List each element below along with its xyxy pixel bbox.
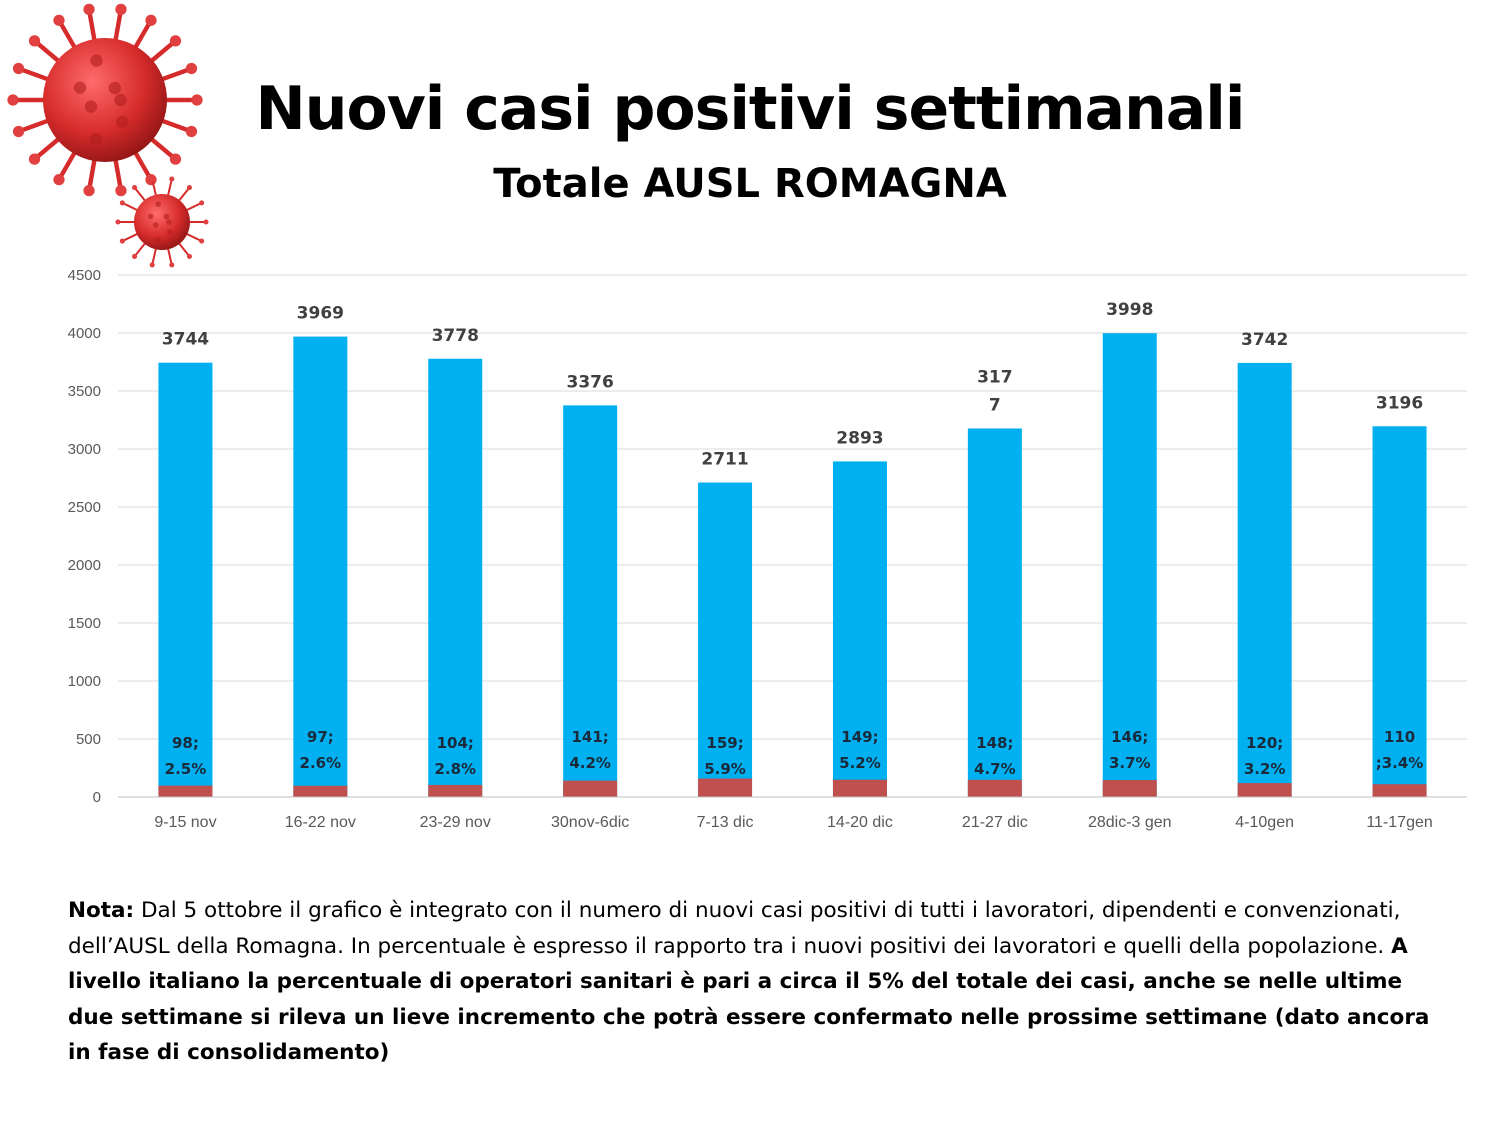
y-tick-label: 500 xyxy=(76,731,101,748)
data-label-total: 3969 xyxy=(297,304,344,324)
data-label-workers: 110 xyxy=(1384,728,1415,746)
data-label-workers: 146; xyxy=(1111,728,1148,746)
bar-total xyxy=(1237,362,1292,797)
y-axis: 0 500 1000 1500 2000 2500 3000 3500 4000 4500 xyxy=(68,267,101,806)
bar-workers xyxy=(1237,783,1292,797)
y-tick-label: 3500 xyxy=(68,383,101,400)
data-label-workers: 3.2% xyxy=(1244,760,1286,778)
y-tick-label: 1500 xyxy=(68,615,101,632)
data-label-workers: 2.5% xyxy=(165,760,207,778)
data-label-total: 3742 xyxy=(1241,330,1288,350)
x-tick-label: 16-22 nov xyxy=(285,814,356,831)
chart-title: Nuovi casi positivi settimanali xyxy=(255,74,1246,144)
bar-total xyxy=(563,405,618,797)
data-label-workers: ;3.4% xyxy=(1376,754,1424,772)
y-tick-label: 3000 xyxy=(68,441,101,458)
bar-workers xyxy=(293,785,348,797)
data-label-workers: 2.6% xyxy=(300,754,342,772)
y-tick-label: 0 xyxy=(93,789,101,806)
data-label-workers: 149; xyxy=(841,728,878,746)
data-label-workers: 98; xyxy=(172,734,199,752)
x-tick-label: 23-29 nov xyxy=(420,814,491,831)
bar-total xyxy=(967,428,1022,797)
bar-workers xyxy=(698,778,753,797)
note-emphasis: A livello italiano la percentuale di ope… xyxy=(68,933,1430,1066)
virus-icon-small xyxy=(115,176,209,268)
x-axis: 9-15 nov 16-22 nov 23-29 nov 30nov-6dic 7-13… xyxy=(118,796,1467,831)
data-label-workers: 2.8% xyxy=(434,760,476,778)
x-tick-label: 14-20 dic xyxy=(827,814,893,831)
bar-workers xyxy=(967,779,1022,797)
data-label-total: 3998 xyxy=(1106,300,1153,320)
data-label-workers: 120; xyxy=(1246,734,1283,752)
bar-total xyxy=(698,482,753,797)
chart-subtitle: Totale AUSL ROMAGNA xyxy=(493,161,1007,207)
data-label-total: 3376 xyxy=(566,372,613,392)
data-labels: 3744 98; 2.5% 3969 97; 2.6% 3778 104; 2.8% 3376 14… xyxy=(162,300,1424,778)
bar-total xyxy=(1102,333,1157,797)
bar-total xyxy=(428,358,483,797)
data-label-workers: 97; xyxy=(307,728,334,746)
note-body: Dal 5 ottobre il grafico è integrato con… xyxy=(68,898,1401,959)
data-label-workers: 141; xyxy=(571,728,608,746)
data-label-workers: 4.2% xyxy=(569,754,611,772)
note-paragraph: Nota: Dal 5 ottobre il grafico è integra… xyxy=(68,893,1438,1071)
data-label-workers: 4.7% xyxy=(974,760,1016,778)
x-tick-label: 4-10gen xyxy=(1235,814,1294,831)
data-label-workers: 159; xyxy=(706,734,743,752)
data-label-total: 3744 xyxy=(162,330,209,350)
bar-workers xyxy=(563,780,618,797)
y-tick-label: 4500 xyxy=(68,267,101,284)
bar-workers xyxy=(1102,780,1157,797)
bar-total xyxy=(1372,426,1427,797)
data-label-total: 2893 xyxy=(836,428,883,448)
virus-illustration xyxy=(7,3,209,268)
x-tick-label: 9-15 nov xyxy=(154,814,216,831)
y-tick-label: 2000 xyxy=(68,557,101,574)
data-label-total: 3196 xyxy=(1376,393,1423,413)
x-tick-label: 11-17gen xyxy=(1366,814,1432,831)
data-label-total: 2711 xyxy=(701,450,748,470)
bars xyxy=(158,333,1427,797)
bar-workers xyxy=(1372,784,1427,797)
x-tick-label: 30nov-6dic xyxy=(551,814,629,831)
data-label-total: 317 xyxy=(977,367,1013,387)
bar-workers xyxy=(832,779,887,797)
bar-workers xyxy=(428,784,483,797)
data-label-workers: 148; xyxy=(976,734,1013,752)
y-tick-label: 1000 xyxy=(68,673,101,690)
x-tick-label: 7-13 dic xyxy=(697,814,754,831)
data-label-workers: 5.2% xyxy=(839,754,881,772)
bar-total xyxy=(158,362,213,797)
x-tick-label: 28dic-3 gen xyxy=(1088,814,1172,831)
virus-icon-large xyxy=(7,3,203,197)
bar-workers xyxy=(158,785,213,797)
data-label-total: 7 xyxy=(989,395,1001,415)
x-tick-label: 21-27 dic xyxy=(962,814,1028,831)
bar-total xyxy=(293,336,348,797)
bar-chart: 0 500 1000 1500 2000 2500 3000 3500 4000 4500 374… xyxy=(68,267,1467,831)
y-tick-label: 2500 xyxy=(68,499,101,516)
data-label-total: 3778 xyxy=(432,326,479,346)
data-label-workers: 5.9% xyxy=(704,760,746,778)
data-label-workers: 104; xyxy=(437,734,474,752)
bar-total xyxy=(832,461,887,797)
y-tick-label: 4000 xyxy=(68,325,101,342)
note-lead: Nota: xyxy=(68,898,135,923)
data-label-workers: 3.7% xyxy=(1109,754,1151,772)
